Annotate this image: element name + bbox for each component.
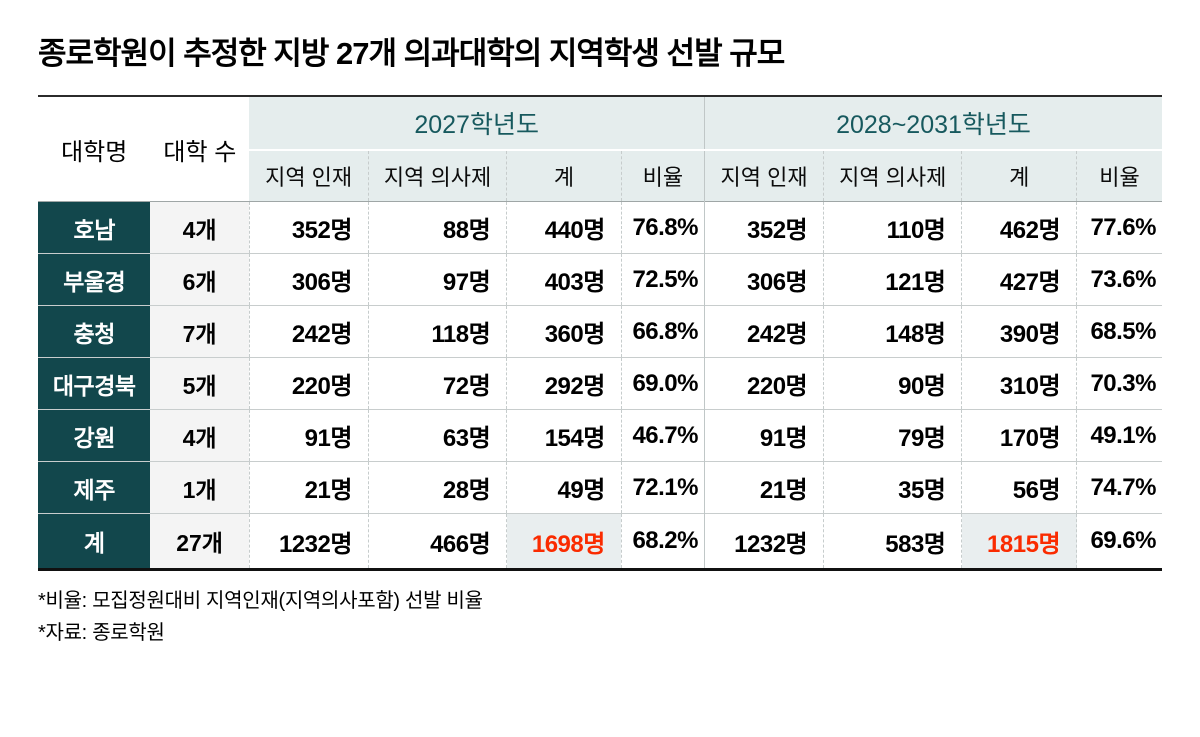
col-group-2027: 2027학년도: [249, 96, 705, 151]
count-cell: 1개: [150, 461, 250, 514]
cell-2027-total: 440명: [506, 201, 622, 254]
subheader-2028-injae: 지역 인재: [703, 150, 824, 202]
cell-2028-uisaje: 79명: [823, 409, 962, 462]
page-title: 종로학원이 추정한 지방 27개 의과대학의 지역학생 선발 규모: [38, 36, 785, 71]
footnotes: *비율: 모집정원대비 지역인재(지역의사포함) 선발 비율 *자료: 종로학원: [38, 585, 1162, 650]
region-cell: 부울경: [38, 253, 151, 306]
table-row: 대구경북 5개 220명 72명 292명 69.0% 220명 90명 310명 70.3%: [38, 357, 1162, 410]
cell-2027-total: 292명: [506, 357, 622, 410]
cell-2028-injae: 306명: [703, 253, 824, 306]
cell-2028-ratio: 69.6%: [1076, 513, 1162, 570]
cell-2028-uisaje: 583명: [823, 513, 962, 570]
cell-2027-uisaje: 97명: [367, 253, 507, 306]
region-cell: 호남: [38, 201, 151, 254]
cell-2027-injae: 91명: [248, 409, 369, 462]
cell-2027-uisaje: 88명: [367, 201, 507, 254]
subheader-2027-ratio: 비율: [620, 150, 705, 202]
region-cell: 계: [38, 513, 151, 570]
col-header-count: 대학 수: [150, 96, 250, 202]
subheader-2027-total: 계: [506, 150, 622, 202]
cell-2028-total: 462명: [961, 201, 1077, 254]
subheader-2027-injae: 지역 인재: [249, 150, 369, 202]
table-body: 호남 4개 352명 88명 440명 76.8% 352명 110명 462명 77.6% 부울경…: [38, 201, 1162, 570]
region-cell: 강원: [38, 409, 151, 462]
region-cell: 제주: [38, 461, 151, 514]
cell-2028-total: 56명: [961, 461, 1077, 514]
col-group-2028-2031: 2028~2031학년도: [704, 96, 1162, 151]
cell-2027-uisaje: 28명: [367, 461, 507, 514]
cell-2028-ratio: 77.6%: [1076, 201, 1162, 254]
table-row: 충청 7개 242명 118명 360명 66.8% 242명 148명 390명 68.5%: [38, 305, 1162, 358]
col-header-region: 대학명: [38, 96, 151, 202]
region-cell: 충청: [38, 305, 151, 358]
cell-2027-uisaje: 118명: [367, 305, 507, 358]
cell-2027-ratio: 72.1%: [620, 461, 705, 514]
cell-2027-ratio: 72.5%: [620, 253, 705, 306]
cell-2028-uisaje: 121명: [823, 253, 962, 306]
cell-2027-ratio: 68.2%: [620, 513, 705, 570]
total-row: 계 27개 1232명 466명 1698명 68.2% 1232명 583명 1815명 69.…: [38, 513, 1162, 570]
table-row: 제주 1개 21명 28명 49명 72.1% 21명 35명 56명 74.7%: [38, 461, 1162, 514]
cell-2027-total: 1698명: [506, 513, 622, 570]
cell-2028-injae: 1232명: [703, 513, 824, 570]
subheader-2028-uisaje: 지역 의사제: [823, 150, 962, 202]
subheader-2028-ratio: 비율: [1076, 150, 1162, 202]
subheader-2027-uisaje: 지역 의사제: [367, 150, 507, 202]
cell-2027-injae: 306명: [248, 253, 369, 306]
cell-2027-uisaje: 466명: [367, 513, 507, 570]
footnote-ratio: *비율: 모집정원대비 지역인재(지역의사포함) 선발 비율: [38, 590, 483, 612]
count-cell: 4개: [150, 201, 250, 254]
medical-school-selection-table: 대학명 대학 수 2027학년도 2028~2031학년도 지역 인재 지역 의…: [38, 95, 1162, 571]
table-row: 강원 4개 91명 63명 154명 46.7% 91명 79명 170명 49.1%: [38, 409, 1162, 462]
subheader-2028-total: 계: [961, 150, 1077, 202]
cell-2028-injae: 91명: [703, 409, 824, 462]
cell-2028-total: 310명: [961, 357, 1077, 410]
sub-header-row: 지역 인재 지역 의사제 계 비율 지역 인재 지역 의사제 계 비율: [38, 150, 1162, 202]
table-row: 부울경 6개 306명 97명 403명 72.5% 306명 121명 427명 73.6%: [38, 253, 1162, 306]
count-cell: 4개: [150, 409, 250, 462]
cell-2028-total: 170명: [961, 409, 1077, 462]
footnote-source: *자료: 종로학원: [38, 622, 165, 645]
cell-2028-injae: 242명: [703, 305, 824, 358]
cell-2027-ratio: 66.8%: [620, 305, 705, 358]
cell-2027-uisaje: 63명: [367, 409, 507, 462]
count-cell: 7개: [150, 305, 250, 358]
count-cell: 5개: [150, 357, 250, 410]
cell-2028-ratio: 49.1%: [1076, 409, 1162, 462]
cell-2028-ratio: 68.5%: [1076, 305, 1162, 358]
cell-2027-ratio: 46.7%: [620, 409, 705, 462]
cell-2028-total: 390명: [961, 305, 1077, 358]
cell-2028-uisaje: 35명: [823, 461, 962, 514]
cell-2028-uisaje: 110명: [823, 201, 962, 254]
cell-2028-injae: 352명: [703, 201, 824, 254]
cell-2028-uisaje: 148명: [823, 305, 962, 358]
count-cell: 27개: [150, 513, 250, 570]
cell-2028-total: 427명: [961, 253, 1077, 306]
cell-2028-ratio: 74.7%: [1076, 461, 1162, 514]
cell-2027-ratio: 69.0%: [620, 357, 705, 410]
cell-2028-ratio: 73.6%: [1076, 253, 1162, 306]
cell-2027-total: 49명: [506, 461, 622, 514]
infographic-page: 종로학원이 추정한 지방 27개 의과대학의 지역학생 선발 규모 대학명 대학…: [0, 28, 1200, 650]
group-header-row: 대학명 대학 수 2027학년도 2028~2031학년도: [38, 96, 1162, 202]
cell-2027-ratio: 76.8%: [620, 201, 705, 254]
cell-2028-uisaje: 90명: [823, 357, 962, 410]
cell-2027-total: 403명: [506, 253, 622, 306]
cell-2027-injae: 220명: [248, 357, 369, 410]
cell-2027-injae: 1232명: [248, 513, 369, 570]
region-cell: 대구경북: [38, 357, 151, 410]
cell-2028-injae: 220명: [703, 357, 824, 410]
cell-2027-total: 360명: [506, 305, 622, 358]
cell-2027-injae: 352명: [248, 201, 369, 254]
count-cell: 6개: [150, 253, 250, 306]
cell-2027-injae: 242명: [248, 305, 369, 358]
cell-2027-injae: 21명: [248, 461, 369, 514]
cell-2028-ratio: 70.3%: [1076, 357, 1162, 410]
cell-2028-total: 1815명: [961, 513, 1077, 570]
cell-2027-uisaje: 72명: [367, 357, 507, 410]
table-row: 호남 4개 352명 88명 440명 76.8% 352명 110명 462명 77.6%: [38, 201, 1162, 254]
cell-2027-total: 154명: [506, 409, 622, 462]
cell-2028-injae: 21명: [703, 461, 824, 514]
table-header: 대학명 대학 수 2027학년도 2028~2031학년도 지역 인재 지역 의…: [38, 96, 1162, 202]
